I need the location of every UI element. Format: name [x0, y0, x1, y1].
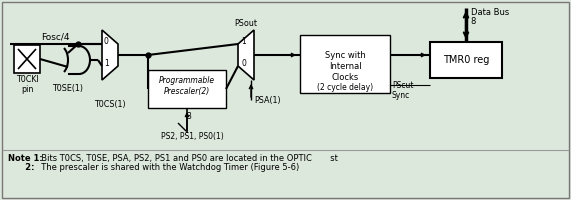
Text: PS2, PS1, PS0(1): PS2, PS1, PS0(1): [161, 132, 224, 141]
Text: 1: 1: [104, 60, 108, 68]
Text: T0CKI
pin: T0CKI pin: [15, 75, 38, 94]
Text: TMR0 reg: TMR0 reg: [443, 55, 489, 65]
FancyBboxPatch shape: [2, 2, 569, 198]
Text: Fosc/4: Fosc/4: [41, 33, 69, 42]
Text: 2:: 2:: [8, 163, 34, 172]
Text: The prescaler is shared with the Watchdog Timer (Figure 5-6): The prescaler is shared with the Watchdo…: [36, 163, 299, 172]
Text: T0CS(1): T0CS(1): [94, 100, 126, 109]
Text: 1: 1: [241, 38, 246, 46]
Polygon shape: [238, 30, 254, 80]
Polygon shape: [102, 30, 118, 80]
Text: PSA(1): PSA(1): [254, 96, 280, 105]
Text: Programmable
Prescaler(2): Programmable Prescaler(2): [159, 76, 215, 96]
Text: 8: 8: [470, 18, 476, 26]
FancyBboxPatch shape: [14, 45, 40, 73]
FancyBboxPatch shape: [148, 70, 226, 108]
Text: T0SE(1): T0SE(1): [53, 84, 83, 93]
Text: 0: 0: [104, 38, 109, 46]
Text: 0: 0: [241, 60, 246, 68]
Text: 3: 3: [186, 112, 191, 121]
Text: (2 cycle delay): (2 cycle delay): [317, 83, 373, 92]
Text: Bits T0CS, T0SE, PSA, PS2, PS1 and PS0 are located in the OPTIC       st: Bits T0CS, T0SE, PSA, PS2, PS1 and PS0 a…: [36, 154, 338, 163]
FancyBboxPatch shape: [430, 42, 502, 78]
Text: PSout: PSout: [234, 19, 257, 28]
Text: PScut
Sync: PScut Sync: [392, 81, 413, 100]
Text: Sync with
Internal
Clocks: Sync with Internal Clocks: [325, 51, 365, 82]
Text: Data Bus: Data Bus: [471, 8, 509, 17]
FancyBboxPatch shape: [300, 35, 390, 93]
Text: Note 1:: Note 1:: [8, 154, 43, 163]
